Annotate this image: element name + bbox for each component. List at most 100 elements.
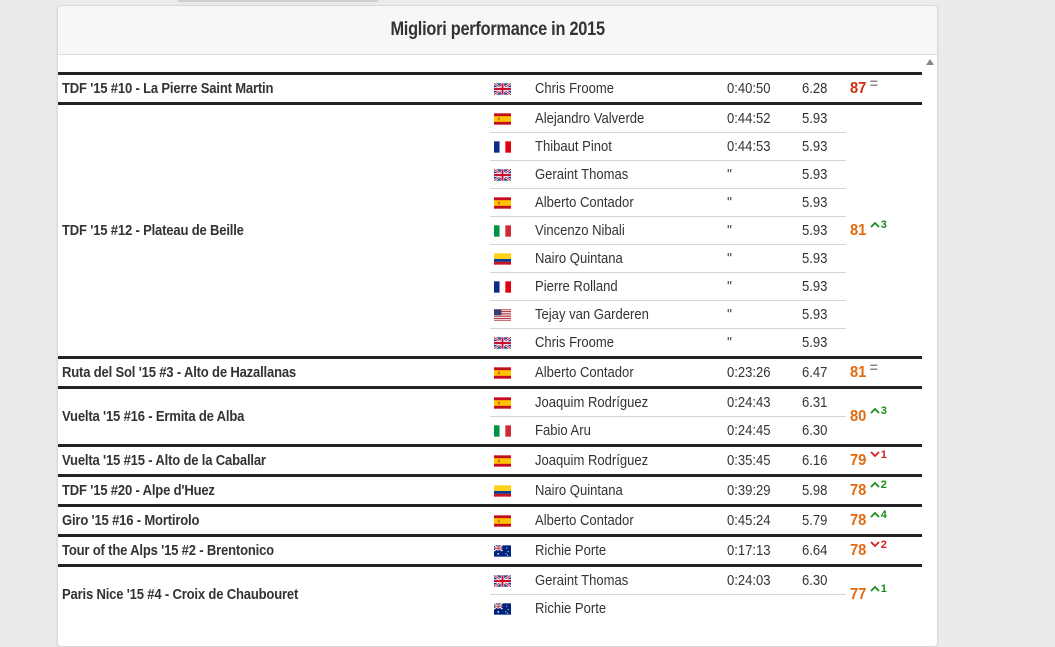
rider-name[interactable]: Thibaut Pinot (535, 138, 612, 155)
rider-name[interactable]: Vincenzo Nibali (535, 222, 625, 239)
flag-gb-icon (494, 168, 511, 181)
trend-up-indicator: 3 (870, 219, 887, 231)
flag-es-icon (494, 396, 511, 409)
watts-per-kg: 6.28 (802, 80, 828, 97)
ride-time: 0:24:03 (727, 572, 771, 589)
table-row: Alberto Contador '' 5.93 (490, 189, 846, 217)
score-cell: 87 = (846, 75, 922, 102)
score-cell: 79 1 (846, 447, 922, 474)
climb-name[interactable]: TDF '15 #12 - Plateau de Beille (58, 105, 490, 356)
climb-name[interactable]: Vuelta '15 #16 - Ermita de Alba (58, 389, 490, 444)
watts-per-kg: 6.30 (802, 422, 828, 439)
rider-rows: Geraint Thomas 0:24:03 6.30 Richie Porte (490, 567, 846, 622)
flag-co-icon (494, 484, 511, 497)
ride-time: 0:44:52 (727, 110, 771, 127)
rider-name[interactable]: Nairo Quintana (535, 250, 623, 267)
trend-value: 1 (880, 582, 887, 595)
chevron-up-icon (870, 221, 881, 228)
watts-per-kg: 5.93 (802, 166, 828, 183)
rider-name[interactable]: Geraint Thomas (535, 166, 629, 183)
chevron-up-icon (870, 585, 881, 592)
trend-value: 2 (880, 538, 887, 551)
rider-name[interactable]: Richie Porte (535, 542, 607, 559)
rider-rows: Nairo Quintana 0:39:29 5.98 (490, 477, 846, 504)
rider-name[interactable]: Alejandro Valverde (535, 110, 645, 127)
flag-es-icon (494, 366, 511, 379)
flag-au-icon (494, 602, 511, 615)
rider-name[interactable]: Joaquim Rodríguez (535, 452, 649, 469)
flag-fr-icon (494, 280, 511, 293)
climb-group: TDF '15 #10 - La Pierre Saint Martin Chri… (58, 72, 922, 102)
climb-name[interactable]: Giro '15 #16 - Mortirolo (58, 507, 490, 534)
climb-name-label: TDF '15 #20 - Alpe d'Huez (62, 482, 215, 499)
score-cell: 78 2 (846, 477, 922, 504)
rider-name[interactable]: Joaquim Rodríguez (535, 394, 649, 411)
ride-time: '' (727, 222, 733, 239)
rider-name[interactable]: Tejay van Garderen (535, 306, 649, 323)
ride-time: 0:40:50 (727, 80, 771, 97)
score-cell: 81 3 (846, 105, 922, 356)
climb-name[interactable]: Vuelta '15 #15 - Alto de la Caballar (58, 447, 490, 474)
chevron-down-icon (870, 451, 881, 458)
climb-name[interactable]: Tour of the Alps '15 #2 - Brentonico (58, 537, 490, 564)
climb-name[interactable]: TDF '15 #10 - La Pierre Saint Martin (58, 75, 490, 102)
watts-per-kg: 5.79 (802, 512, 828, 529)
climb-name-label: Vuelta '15 #16 - Ermita de Alba (62, 408, 245, 425)
climb-group: Ruta del Sol '15 #3 - Alto de Hazallanas… (58, 356, 922, 386)
panel-title: Migliori performance in 2015 (390, 19, 605, 40)
rider-name[interactable]: Chris Froome (535, 80, 615, 97)
ride-time: 0:24:43 (727, 394, 771, 411)
watts-per-kg: 5.93 (802, 110, 828, 127)
rider-rows: Joaquim Rodríguez 0:24:43 6.31 Fabio Aru 0:2… (490, 389, 846, 444)
scroll-up-arrow-icon[interactable] (926, 59, 934, 65)
performance-table: TDF '15 #10 - La Pierre Saint Martin Chri… (58, 72, 922, 622)
score-cell: 80 3 (846, 389, 922, 444)
table-row: Alejandro Valverde 0:44:52 5.93 (490, 105, 846, 133)
ride-time: '' (727, 306, 733, 323)
flag-es-icon (494, 112, 511, 125)
watts-per-kg: 5.93 (802, 138, 828, 155)
table-row: Alberto Contador 0:23:26 6.47 (490, 359, 846, 386)
ride-time: '' (727, 250, 733, 267)
performance-score: 79 (850, 451, 867, 469)
rider-name[interactable]: Richie Porte (535, 600, 607, 617)
rider-name[interactable]: Fabio Aru (535, 422, 591, 439)
rider-name[interactable]: Geraint Thomas (535, 572, 629, 589)
table-row: Vincenzo Nibali '' 5.93 (490, 217, 846, 245)
climb-group: Vuelta '15 #15 - Alto de la Caballar Joaq… (58, 444, 922, 474)
rider-rows: Richie Porte 0:17:13 6.64 (490, 537, 846, 564)
performance-score: 80 (850, 407, 867, 425)
table-row: Fabio Aru 0:24:45 6.30 (490, 417, 846, 444)
climb-name[interactable]: Ruta del Sol '15 #3 - Alto de Hazallanas (58, 359, 490, 386)
rider-name[interactable]: Alberto Contador (535, 194, 634, 211)
watts-per-kg: 5.93 (802, 278, 828, 295)
climb-name-label: Tour of the Alps '15 #2 - Brentonico (62, 542, 274, 559)
flag-gb-icon (494, 82, 511, 95)
climb-group: TDF '15 #20 - Alpe d'Huez Nairo Quintana 0… (58, 474, 922, 504)
trend-value: 3 (880, 218, 887, 231)
flag-es-icon (494, 514, 511, 527)
performance-score: 81 (850, 363, 867, 381)
ride-time: 0:39:29 (727, 482, 771, 499)
climb-group: TDF '15 #12 - Plateau de Beille Alejandro… (58, 102, 922, 356)
score-cell: 77 1 (846, 567, 922, 622)
chevron-up-icon (870, 407, 881, 414)
trend-equal-icon: = (869, 74, 878, 91)
rider-name[interactable]: Chris Froome (535, 334, 615, 351)
rider-name[interactable]: Alberto Contador (535, 512, 634, 529)
watts-per-kg: 5.98 (802, 482, 828, 499)
ride-time: '' (727, 166, 733, 183)
climb-name-label: TDF '15 #10 - La Pierre Saint Martin (62, 80, 274, 97)
performance-score: 87 (850, 79, 867, 97)
flag-it-icon (494, 424, 511, 437)
flag-au-icon (494, 544, 511, 557)
rider-name[interactable]: Alberto Contador (535, 364, 634, 381)
climb-name-label: Paris Nice '15 #4 - Croix de Chaubouret (62, 586, 299, 603)
chevron-up-icon (870, 481, 881, 488)
watts-per-kg: 5.93 (802, 306, 828, 323)
climb-name[interactable]: TDF '15 #20 - Alpe d'Huez (58, 477, 490, 504)
rider-name[interactable]: Nairo Quintana (535, 482, 623, 499)
flag-es-icon (494, 196, 511, 209)
rider-name[interactable]: Pierre Rolland (535, 278, 618, 295)
climb-name[interactable]: Paris Nice '15 #4 - Croix de Chaubouret (58, 567, 490, 622)
